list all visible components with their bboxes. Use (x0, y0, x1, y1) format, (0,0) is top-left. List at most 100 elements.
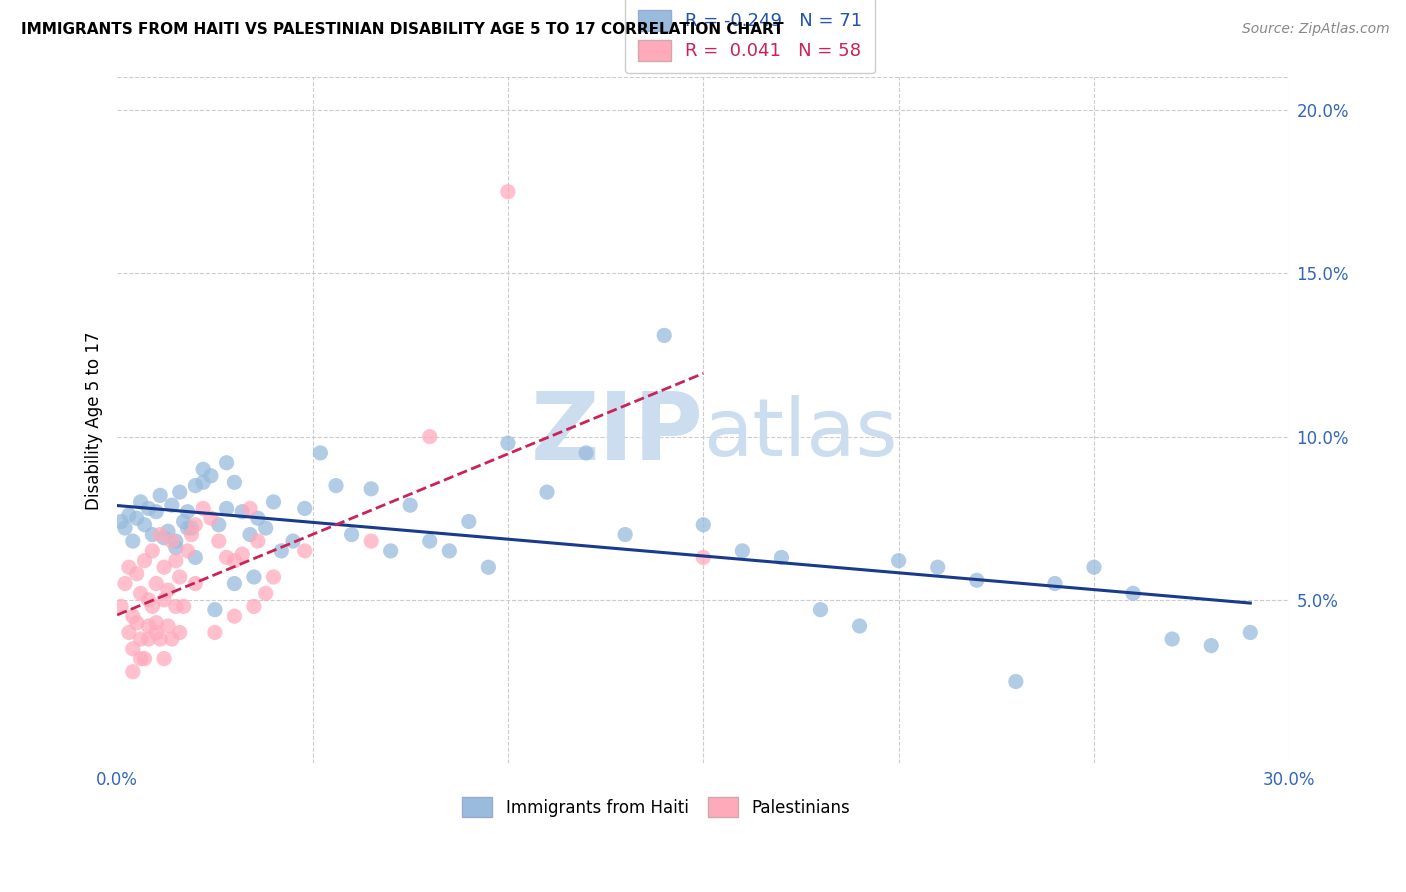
Point (165, 534, 187, 549)
Point (138, 619, 160, 633)
Point (1122, 586, 1144, 600)
Point (263, 570, 285, 584)
Point (156, 583, 179, 598)
Point (208, 534, 231, 549)
Point (419, 534, 441, 549)
Point (149, 527, 172, 541)
Text: ZIP: ZIP (530, 388, 703, 480)
Point (692, 550, 714, 565)
Point (340, 527, 363, 541)
Y-axis label: Disability Age 5 to 17: Disability Age 5 to 17 (86, 331, 103, 509)
Point (165, 554, 187, 568)
Point (118, 508, 141, 522)
Point (496, 436, 519, 450)
Point (149, 488, 172, 502)
Point (204, 625, 226, 640)
Text: Source: ZipAtlas.com: Source: ZipAtlas.com (1241, 22, 1389, 37)
Point (360, 482, 382, 496)
Point (1083, 560, 1105, 574)
Point (536, 485, 558, 500)
Point (153, 560, 176, 574)
Point (239, 501, 262, 516)
Point (281, 534, 304, 549)
Point (160, 632, 183, 646)
Point (145, 625, 167, 640)
Point (160, 534, 183, 549)
Point (129, 632, 152, 646)
Point (145, 505, 167, 519)
Point (129, 651, 152, 665)
Point (118, 625, 141, 640)
Point (121, 609, 143, 624)
Point (399, 498, 422, 512)
Point (169, 625, 191, 640)
Point (254, 521, 277, 535)
Point (169, 570, 191, 584)
Point (145, 576, 167, 591)
Point (966, 574, 988, 588)
Point (614, 527, 637, 541)
Point (927, 560, 949, 574)
Point (325, 478, 347, 492)
Point (208, 517, 231, 532)
Point (110, 599, 132, 614)
Point (1199, 639, 1222, 653)
Point (215, 550, 238, 565)
Point (141, 544, 163, 558)
Point (215, 456, 238, 470)
Point (153, 531, 176, 545)
Point (129, 586, 152, 600)
Point (176, 544, 198, 558)
Point (165, 599, 187, 614)
Point (224, 576, 246, 591)
Point (173, 599, 195, 614)
Point (153, 651, 176, 665)
Point (887, 554, 910, 568)
Point (254, 586, 277, 600)
Point (121, 665, 143, 679)
Point (692, 517, 714, 532)
Point (138, 592, 160, 607)
Point (204, 602, 226, 616)
Point (121, 534, 143, 549)
Point (224, 475, 246, 490)
Point (184, 478, 207, 492)
Point (246, 534, 269, 549)
Point (380, 544, 402, 558)
Point (134, 554, 156, 568)
Point (184, 576, 207, 591)
Point (263, 495, 285, 509)
Point (200, 468, 222, 483)
Point (200, 511, 222, 525)
Point (138, 501, 160, 516)
Point (246, 511, 269, 525)
Point (224, 554, 246, 568)
Point (239, 527, 262, 541)
Point (294, 544, 316, 558)
Point (110, 515, 132, 529)
Point (770, 550, 793, 565)
Point (810, 602, 832, 616)
Point (191, 501, 214, 516)
Point (243, 570, 266, 584)
Point (731, 544, 754, 558)
Point (114, 576, 136, 591)
Point (215, 501, 238, 516)
Point (145, 615, 167, 630)
Point (294, 501, 316, 516)
Point (309, 446, 332, 460)
Point (419, 429, 441, 443)
Point (270, 544, 292, 558)
Point (180, 521, 202, 535)
Point (439, 544, 461, 558)
Point (134, 517, 156, 532)
Point (114, 521, 136, 535)
Point (134, 651, 156, 665)
Point (129, 495, 152, 509)
Point (575, 446, 598, 460)
Point (173, 515, 195, 529)
Point (118, 560, 141, 574)
Point (191, 462, 214, 476)
Point (141, 527, 163, 541)
Point (457, 515, 479, 529)
